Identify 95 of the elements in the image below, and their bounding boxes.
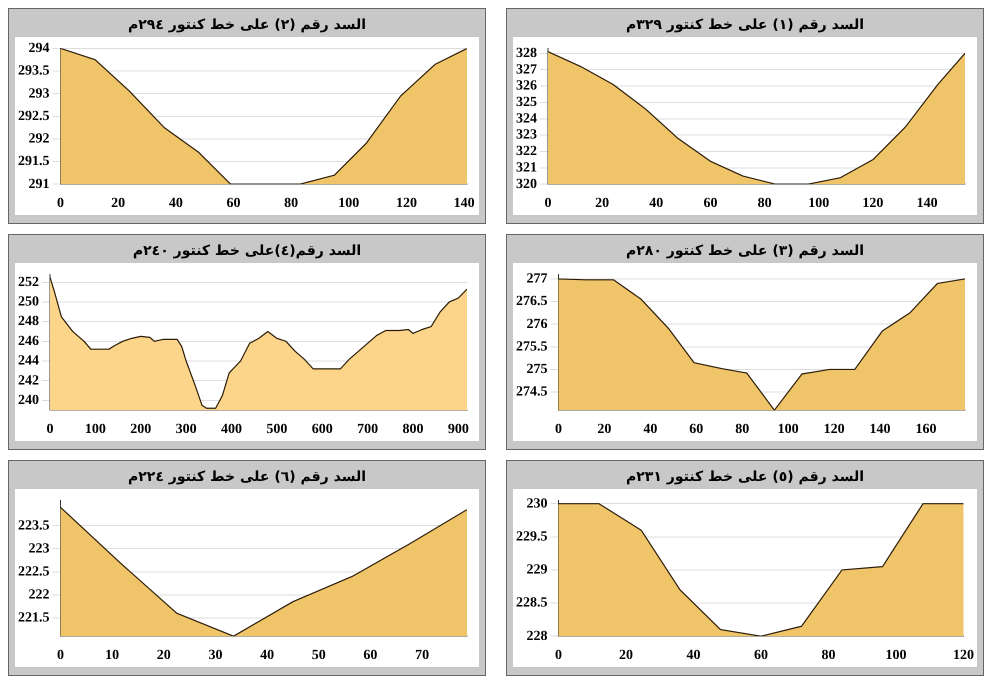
x-tick-label: 40 bbox=[168, 196, 183, 212]
x-tick-label: 80 bbox=[822, 648, 836, 664]
y-tick-label: 240 bbox=[18, 392, 39, 408]
y-tick-label: 291 bbox=[28, 176, 50, 192]
x-tick-label: 600 bbox=[312, 422, 333, 438]
x-tick-label: 0 bbox=[46, 422, 54, 438]
x-tick-label: 80 bbox=[735, 422, 750, 438]
x-tick-label: 80 bbox=[284, 196, 298, 212]
chart-title: السد رقم (٦) على خط كنتور ٢٢٤م bbox=[126, 468, 368, 487]
x-tick-label: 120 bbox=[396, 196, 417, 212]
x-tick-label: 300 bbox=[176, 422, 197, 438]
y-tick-label: 222.5 bbox=[18, 564, 50, 580]
chart-title: السد رقم (٣) على خط كنتور ٢٨٠م bbox=[624, 242, 866, 261]
x-tick-label: 0 bbox=[544, 196, 552, 212]
chart-title: السد رقم (١) على خط كنتور ٣٢٩م bbox=[624, 16, 866, 35]
y-tick-label: 294 bbox=[28, 41, 50, 56]
x-tick-label: 70 bbox=[415, 648, 430, 664]
x-tick-label: 800 bbox=[402, 422, 424, 438]
x-tick-label: 0 bbox=[555, 648, 562, 664]
x-tick-label: 100 bbox=[84, 422, 106, 438]
y-tick-label: 248 bbox=[18, 314, 39, 330]
x-tick-label: 200 bbox=[130, 422, 152, 438]
y-tick-label: 322 bbox=[516, 144, 537, 160]
y-tick-label: 276 bbox=[526, 316, 548, 332]
x-tick-label: 100 bbox=[338, 196, 360, 212]
x-tick-label: 20 bbox=[597, 422, 612, 438]
y-tick-label: 275.5 bbox=[516, 339, 548, 354]
x-tick-label: 100 bbox=[886, 648, 906, 664]
x-tick-label: 400 bbox=[221, 422, 242, 438]
y-tick-label: 324 bbox=[516, 111, 537, 126]
x-tick-label: 60 bbox=[703, 196, 718, 212]
x-tick-label: 120 bbox=[862, 196, 884, 212]
x-tick-label: 900 bbox=[448, 422, 469, 438]
y-tick-label: 328 bbox=[516, 46, 537, 61]
y-tick-label: 246 bbox=[18, 334, 39, 349]
x-tick-label: 10 bbox=[105, 648, 120, 664]
y-tick-label: 221.5 bbox=[18, 610, 50, 626]
x-tick-label: 20 bbox=[156, 648, 171, 664]
y-tick-label: 277 bbox=[526, 272, 548, 287]
y-tick-label: 223 bbox=[28, 541, 50, 556]
y-tick-label: 229 bbox=[526, 562, 548, 578]
x-tick-label: 40 bbox=[686, 648, 700, 664]
y-tick-label: 327 bbox=[516, 62, 537, 78]
y-tick-label: 223.5 bbox=[18, 518, 50, 534]
y-tick-label: 244 bbox=[18, 354, 39, 369]
x-tick-label: 100 bbox=[808, 196, 830, 212]
y-tick-label: 293 bbox=[28, 86, 50, 102]
x-tick-label: 20 bbox=[595, 196, 610, 212]
x-tick-label: 20 bbox=[111, 196, 126, 212]
y-tick-label: 292 bbox=[28, 132, 50, 147]
chart-title: السد رقم(٤)على خط كنتور ٢٤٠م bbox=[132, 242, 362, 261]
x-tick-label: 160 bbox=[915, 422, 936, 438]
x-tick-label: 700 bbox=[357, 422, 378, 438]
chart-title: السد رقم (٥) على خط كنتور ٢٣١م bbox=[624, 468, 866, 487]
y-tick-label: 276.5 bbox=[516, 294, 548, 310]
y-tick-label: 275 bbox=[526, 362, 548, 378]
y-tick-label: 222 bbox=[28, 587, 50, 602]
y-tick-label: 228.5 bbox=[516, 596, 548, 611]
y-tick-label: 291.5 bbox=[18, 154, 50, 170]
x-tick-label: 60 bbox=[754, 648, 768, 664]
y-tick-label: 292.5 bbox=[18, 108, 50, 124]
y-tick-label: 242 bbox=[18, 373, 39, 388]
x-tick-label: 0 bbox=[555, 422, 562, 438]
y-tick-label: 293.5 bbox=[18, 64, 50, 79]
chart-title: السد رقم (٢) على خط كنتور ٢٩٤م bbox=[126, 16, 368, 35]
x-tick-label: 100 bbox=[778, 422, 799, 438]
y-tick-label: 252 bbox=[18, 274, 39, 290]
x-tick-label: 60 bbox=[363, 648, 378, 664]
x-tick-label: 60 bbox=[226, 196, 240, 212]
x-tick-label: 40 bbox=[649, 196, 664, 212]
x-tick-label: 50 bbox=[312, 648, 326, 664]
x-tick-label: 120 bbox=[824, 422, 845, 438]
x-tick-label: 120 bbox=[953, 648, 974, 664]
y-tick-label: 228 bbox=[526, 628, 548, 644]
x-tick-label: 40 bbox=[260, 648, 274, 664]
x-tick-label: 500 bbox=[266, 422, 288, 438]
x-tick-label: 30 bbox=[208, 648, 222, 664]
y-tick-label: 326 bbox=[516, 78, 537, 94]
x-tick-label: 80 bbox=[758, 196, 772, 212]
x-tick-label: 140 bbox=[916, 196, 938, 212]
x-tick-label: 60 bbox=[689, 422, 704, 438]
x-tick-label: 0 bbox=[57, 648, 64, 664]
x-tick-label: 40 bbox=[643, 422, 658, 438]
y-tick-label: 325 bbox=[516, 95, 537, 110]
y-tick-label: 321 bbox=[516, 160, 537, 176]
x-tick-label: 140 bbox=[870, 422, 891, 438]
x-tick-label: 140 bbox=[454, 196, 475, 212]
y-tick-label: 250 bbox=[18, 294, 39, 310]
x-tick-label: 20 bbox=[619, 648, 633, 664]
y-tick-label: 323 bbox=[516, 128, 537, 143]
y-tick-label: 320 bbox=[516, 176, 537, 192]
x-tick-label: 0 bbox=[57, 196, 64, 212]
y-tick-label: 274.5 bbox=[516, 384, 548, 400]
y-tick-label: 229.5 bbox=[516, 529, 548, 544]
y-tick-label: 230 bbox=[526, 496, 548, 512]
